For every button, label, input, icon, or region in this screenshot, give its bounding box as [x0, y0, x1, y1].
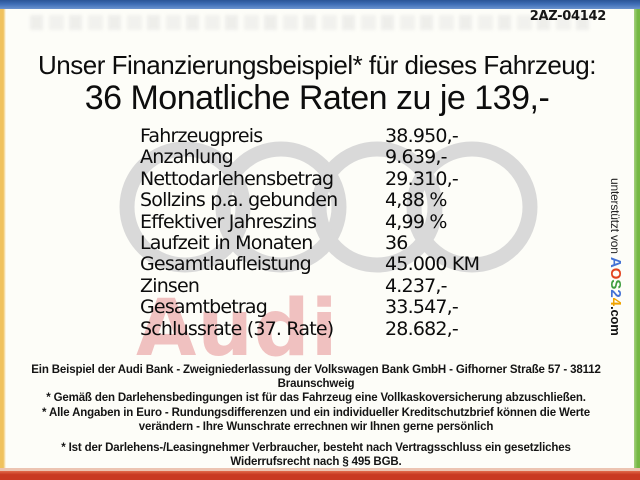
footnote-euro: * Alle Angaben in Euro - Rundungsdiffere… — [42, 406, 590, 433]
row-label: Effektiver Jahreszins — [140, 210, 317, 233]
row-label: Nettodarlehensbetrag — [140, 167, 334, 190]
table-row: Gesamtbetrag 33.547,- — [140, 296, 600, 319]
row-label: Zinsen — [140, 274, 200, 297]
row-label: Gesamtlaufleistung — [140, 253, 312, 276]
footnote-insurance: * Gemäß den Darlehensbedingungen ist für… — [46, 392, 586, 405]
table-row: Nettodarlehensbetrag 29.310,- — [140, 167, 600, 190]
row-label: Fahrzeugpreis — [140, 125, 263, 147]
row-label: Gesamtbetrag — [140, 296, 268, 319]
row-value: 28.682,- — [385, 317, 459, 340]
row-value: 4,88 % — [385, 189, 447, 212]
bottom-border-accent — [0, 468, 640, 471]
row-value: 45.000 KM — [385, 253, 480, 276]
row-value: 9.639,- — [385, 146, 448, 169]
page-title: Unser Finanzierungsbeispiel* für dieses … — [38, 50, 596, 80]
row-value: 33.547,- — [385, 296, 459, 319]
row-value: 29.310,- — [385, 167, 459, 190]
aos24-logo: AOS24 — [607, 256, 624, 307]
right-border-bar — [634, 9, 640, 468]
financing-table: Fahrzeugpreis 38.950,- Anzahlung 9.639,-… — [140, 125, 600, 340]
footnotes: Ein Beispiel der Audi Bank - Zweignieder… — [28, 363, 604, 469]
row-label: Anzahlung — [140, 146, 234, 169]
audi-wordmark-watermark: Audi — [136, 284, 339, 374]
row-value: 4,99 % — [385, 210, 447, 233]
table-row: Laufzeit in Monaten 36 — [140, 232, 600, 255]
footnote-bank: Ein Beispiel der Audi Bank - Zweignieder… — [31, 364, 601, 391]
table-row: Effektiver Jahreszins 4,99 % — [140, 210, 600, 233]
row-value: 4.237,- — [385, 274, 448, 297]
left-border-bar — [0, 9, 6, 468]
row-value: 38.950,- — [385, 125, 459, 147]
doc-number: 2AZ-04142 — [529, 9, 607, 24]
table-row: Gesamtlaufleistung 45.000 KM — [140, 253, 600, 276]
faded-headline-remnant — [30, 15, 594, 30]
top-border-bar — [0, 0, 640, 9]
bottom-border-bar — [0, 471, 640, 480]
table-row: Schlussrate (37. Rate) 28.682,- — [140, 317, 600, 340]
table-row: Zinsen 4.237,- — [140, 274, 600, 297]
table-row: Anzahlung 9.639,- — [140, 146, 600, 169]
supporter-prefix: unterstützt von — [608, 178, 622, 257]
table-row: Sollzins p.a. gebunden 4,88 % — [140, 189, 600, 212]
row-label: Sollzins p.a. gebunden — [140, 189, 338, 212]
page-subtitle: 36 Monatliche Raten zu je 139,- — [84, 79, 550, 117]
footnote-withdrawal: * Ist der Darlehens-/Leasingnehmer Verbr… — [61, 442, 571, 469]
table-row: Fahrzeugpreis 38.950,- — [140, 125, 600, 147]
row-value: 36 — [385, 232, 408, 255]
row-label: Schlussrate (37. Rate) — [140, 317, 334, 340]
supporter-suffix: .com — [608, 306, 623, 336]
row-label: Laufzeit in Monaten — [140, 232, 313, 255]
supporter-credit: unterstützt von AOS24.com — [607, 178, 624, 354]
